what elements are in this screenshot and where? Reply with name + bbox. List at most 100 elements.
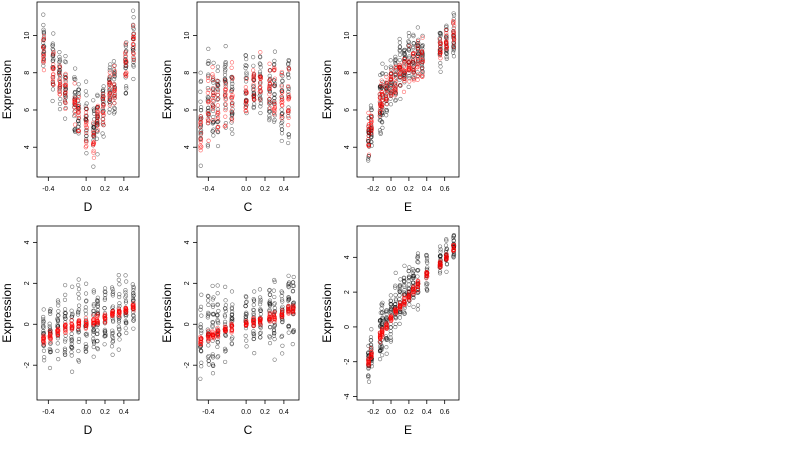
data-point (56, 309, 61, 314)
data-point (415, 259, 420, 264)
data-point (83, 311, 89, 316)
data-point (205, 61, 210, 66)
data-point (95, 346, 100, 351)
data-point (406, 274, 412, 279)
data-point (397, 45, 402, 50)
data-point (107, 103, 112, 108)
data-point (123, 65, 129, 70)
data-point (73, 66, 78, 71)
data-point (267, 116, 272, 121)
data-point (63, 347, 68, 353)
data-point (223, 61, 228, 66)
data-point (379, 107, 385, 112)
data-point (198, 135, 203, 141)
data-point (267, 288, 272, 293)
data-point (451, 19, 456, 24)
data-point (198, 324, 203, 329)
x-tick-label: 0.0 (386, 186, 396, 193)
data-point (384, 79, 390, 84)
data-point (112, 90, 117, 95)
data-point (402, 68, 407, 73)
data-point (223, 298, 228, 303)
data-point (411, 304, 416, 310)
data-point (389, 68, 394, 73)
data-point (55, 298, 61, 303)
data-point (279, 100, 284, 105)
data-point (210, 311, 215, 317)
data-point (267, 118, 272, 123)
data-point (222, 78, 228, 83)
x-tick-label: 0.0 (241, 186, 251, 193)
data-point (210, 332, 215, 337)
data-point (91, 354, 96, 359)
data-point (401, 293, 407, 298)
data-point (451, 42, 457, 47)
data-point (63, 333, 68, 338)
data-point (402, 60, 407, 65)
data-point (223, 63, 228, 68)
data-point (112, 101, 117, 106)
data-point (279, 113, 284, 119)
data-point (378, 336, 383, 341)
data-point (95, 301, 101, 306)
data-point (131, 301, 136, 306)
data-point (123, 295, 128, 300)
data-point (369, 107, 374, 113)
data-point (83, 103, 88, 108)
data-point (210, 95, 215, 100)
data-point (55, 348, 60, 353)
data-point (210, 334, 216, 339)
data-point (286, 306, 291, 311)
data-points (366, 233, 457, 384)
data-point (42, 334, 47, 339)
data-point (451, 248, 456, 253)
data-point (57, 73, 63, 78)
data-point (123, 326, 128, 331)
x-tick-label: 0.4 (422, 409, 432, 416)
data-point (91, 290, 96, 295)
data-point (451, 235, 456, 240)
data-point (366, 365, 371, 370)
data-point (117, 294, 122, 300)
data-point (384, 74, 389, 79)
data-point (131, 34, 136, 40)
y-axis-title: Expression (160, 60, 174, 119)
data-point (444, 46, 449, 52)
data-point (101, 84, 106, 89)
data-point (210, 324, 215, 329)
data-point (366, 156, 371, 161)
data-point (410, 51, 415, 56)
data-point (251, 72, 257, 78)
data-point (69, 308, 74, 313)
data-point (131, 37, 136, 42)
data-point (451, 255, 456, 260)
data-point (366, 110, 371, 115)
data-point (437, 271, 443, 276)
data-point (272, 105, 277, 111)
data-point (279, 111, 284, 117)
data-point (107, 65, 112, 70)
data-point (410, 275, 416, 280)
data-point (393, 69, 398, 74)
data-point (198, 342, 203, 347)
data-point (402, 283, 407, 288)
data-point (425, 260, 430, 265)
data-point (94, 313, 100, 318)
data-point (211, 60, 216, 65)
data-point (70, 325, 75, 330)
data-point (69, 339, 74, 344)
data-point (112, 96, 117, 101)
data-point (279, 121, 284, 126)
data-point (258, 80, 263, 85)
data-point (379, 92, 384, 97)
data-point (272, 101, 278, 107)
data-point (123, 290, 128, 295)
data-point (229, 323, 235, 328)
data-point (229, 79, 235, 84)
data-point (383, 65, 389, 70)
data-point (91, 288, 96, 293)
x-tick-label: -0.4 (202, 409, 214, 416)
data-point (72, 122, 78, 127)
data-point (205, 90, 210, 95)
data-point (112, 86, 117, 91)
